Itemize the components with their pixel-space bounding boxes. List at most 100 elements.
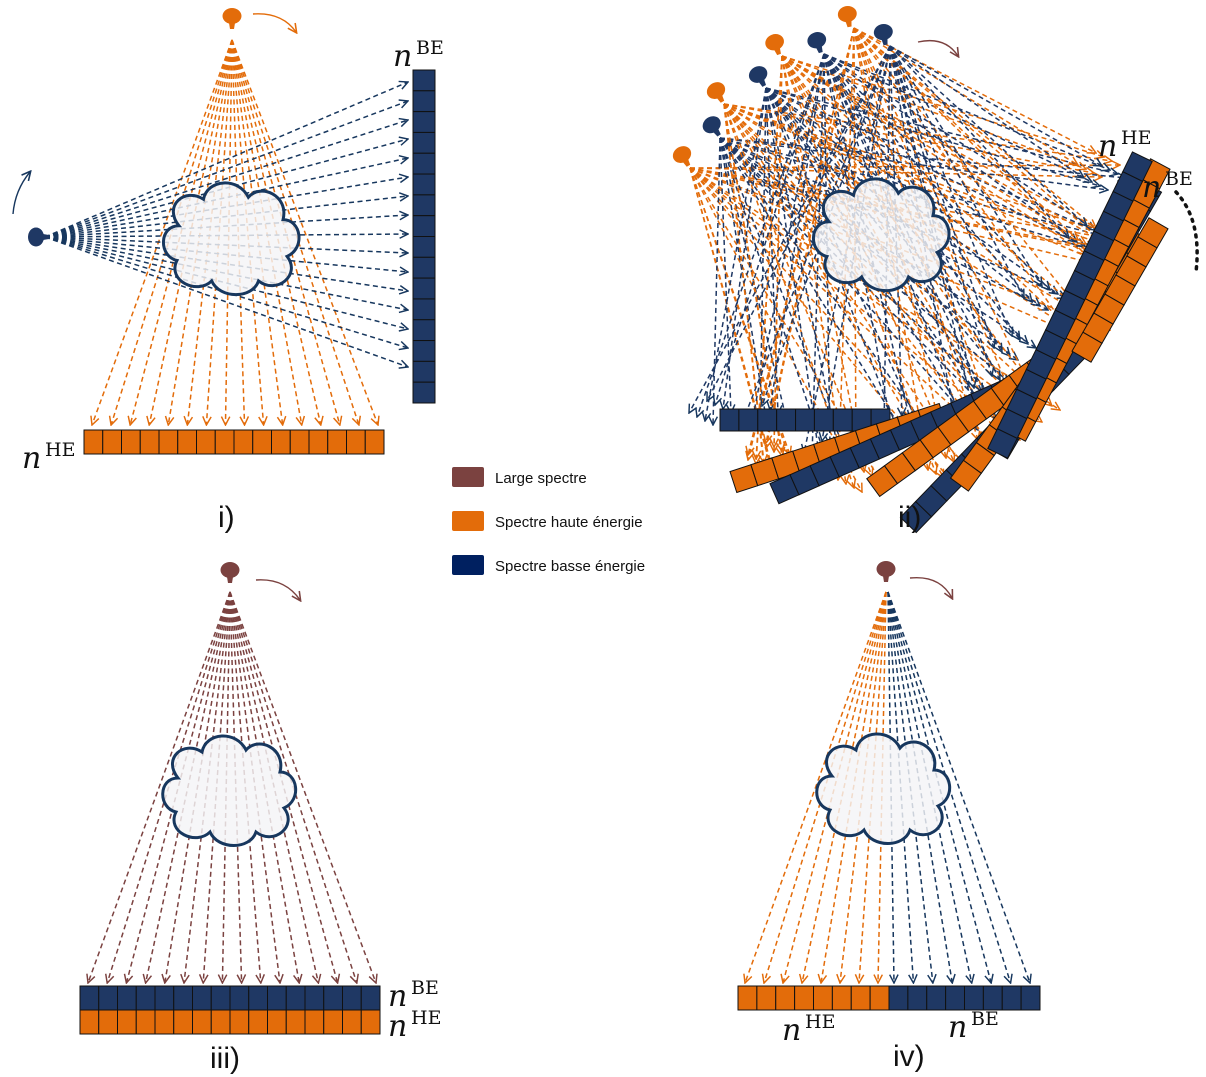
- detector-cell: [412, 194, 436, 217]
- detector-cell: [98, 1009, 118, 1035]
- detector-cell: [154, 985, 175, 1011]
- ray: [889, 45, 1084, 178]
- ray: [225, 39, 233, 425]
- ray: [889, 45, 1087, 226]
- ray: [853, 27, 1078, 165]
- ray: [44, 120, 408, 238]
- source-nozzle: [716, 95, 725, 103]
- svg-text:n: n: [1142, 170, 1161, 205]
- detector-cell: [794, 985, 814, 1011]
- detector-cell: [737, 985, 758, 1011]
- ray: [853, 27, 1078, 240]
- source-p2-4: [765, 34, 784, 56]
- detector-cell: [158, 429, 179, 455]
- detector-cell: [135, 1009, 156, 1035]
- source-broad-p3: [220, 562, 240, 583]
- detector-cell: [360, 985, 381, 1011]
- object-cloud-p4: [815, 732, 952, 845]
- detector-cell: [121, 429, 141, 455]
- ray: [765, 87, 1100, 186]
- detector-cell: [117, 985, 137, 1011]
- detector-cell: [756, 985, 777, 1011]
- ray: [823, 53, 1110, 170]
- panel-1-dual-source-perpendicular: [12, 8, 436, 455]
- detector-cell: [252, 429, 272, 455]
- detector-cell: [233, 429, 254, 455]
- detector-cell: [1020, 985, 1041, 1011]
- source-p2-7: [873, 24, 893, 46]
- detector-cell: [267, 985, 287, 1011]
- detector-cell: [869, 985, 890, 1011]
- ray: [774, 55, 783, 452]
- source-bulb: [837, 6, 857, 23]
- ray: [853, 27, 1096, 153]
- source-nozzle: [881, 38, 888, 46]
- detector-cell: [173, 985, 193, 1011]
- source-nozzle: [43, 234, 49, 240]
- detector-cell: [342, 1009, 362, 1035]
- source-bulb: [222, 8, 242, 24]
- detector-cell: [192, 985, 212, 1011]
- rotation-arrow-p4: [909, 576, 952, 598]
- ray: [765, 87, 900, 436]
- ray: [823, 53, 892, 432]
- source-high-p1: [222, 8, 242, 29]
- object-cloud-p2: [812, 177, 951, 292]
- detector-cell: [323, 1009, 343, 1035]
- detector-cell: [412, 381, 436, 404]
- ray: [719, 137, 1108, 190]
- detector-label-p1-he: n HE: [22, 439, 75, 476]
- ray: [689, 165, 1120, 168]
- svg-text:HE: HE: [45, 439, 75, 461]
- detector-cell: [154, 1009, 175, 1035]
- ray: [697, 53, 825, 417]
- ray: [715, 53, 825, 405]
- ray: [44, 82, 408, 238]
- source-nozzle: [845, 20, 852, 28]
- ray: [44, 236, 408, 310]
- svg-text:n: n: [782, 1013, 801, 1048]
- detector-cell: [342, 985, 362, 1011]
- svg-text:HE: HE: [805, 1011, 835, 1033]
- source-bulb: [706, 82, 726, 99]
- ray: [781, 55, 1004, 432]
- detector-cell: [719, 408, 740, 432]
- detector-cell: [79, 1009, 100, 1035]
- ray: [765, 87, 838, 449]
- ray: [723, 103, 764, 468]
- detector-cell: [813, 985, 833, 1011]
- legend-swatch-broad: [452, 467, 484, 487]
- detector-cell: [248, 1009, 268, 1035]
- detector-cell: [98, 985, 118, 1011]
- detector-cell: [1137, 217, 1169, 249]
- ray: [853, 27, 946, 458]
- detector-he-p2-e: [1071, 217, 1169, 363]
- ray: [44, 236, 408, 367]
- detector-cell: [945, 985, 965, 1011]
- detector-cell: [117, 1009, 137, 1035]
- detector-cell: [323, 985, 343, 1011]
- ray: [44, 158, 408, 238]
- svg-text:n: n: [393, 39, 412, 74]
- legend-label-high: Spectre haute énergie: [495, 514, 643, 531]
- detector-cell: [196, 429, 216, 455]
- ray: [765, 87, 778, 414]
- source-bulb: [702, 116, 721, 134]
- detector-be-p2-d: [987, 151, 1153, 459]
- detector-be-p3: [79, 985, 381, 1011]
- detector-cell: [412, 340, 436, 362]
- ray: [781, 55, 1094, 259]
- panel-label-i: i): [218, 501, 235, 534]
- ray: [752, 53, 825, 422]
- panel-3-broad-spectrum-dual-layer: [79, 562, 381, 1035]
- detector-cell: [831, 985, 852, 1011]
- detector-cell: [267, 1009, 287, 1035]
- continuation-dots-p2: [1174, 190, 1199, 274]
- ray: [44, 177, 408, 238]
- source-nozzle: [816, 45, 823, 54]
- detector-cell: [271, 429, 291, 455]
- ray: [889, 45, 994, 348]
- ray: [853, 27, 1086, 318]
- ray: [889, 45, 1102, 166]
- legend: Large spectre Spectre haute énergie Spec…: [452, 467, 645, 575]
